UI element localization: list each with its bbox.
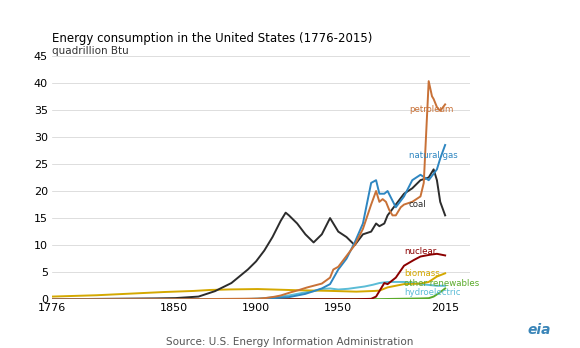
Text: other renewables: other renewables <box>404 278 479 287</box>
Text: nuclear: nuclear <box>404 247 436 256</box>
Text: petroleum: petroleum <box>409 105 454 114</box>
Text: natural gas: natural gas <box>409 151 458 160</box>
Text: Energy consumption in the United States (1776-2015): Energy consumption in the United States … <box>52 32 372 45</box>
Text: eia: eia <box>527 323 551 337</box>
Text: Source: U.S. Energy Information Administration: Source: U.S. Energy Information Administ… <box>166 337 414 347</box>
Text: hydroelectric: hydroelectric <box>404 288 461 297</box>
Text: biomass: biomass <box>404 269 440 278</box>
Text: coal: coal <box>409 200 427 209</box>
Text: quadrillion Btu: quadrillion Btu <box>52 46 129 56</box>
